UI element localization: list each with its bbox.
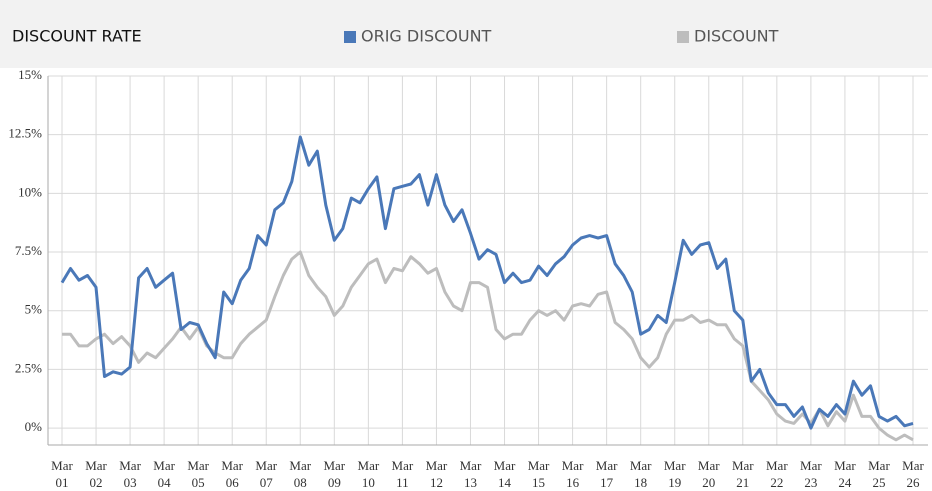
x-tick-label: Mar 03 — [119, 458, 141, 490]
x-tick-label: Mar 14 — [493, 458, 516, 490]
legend-swatch — [344, 31, 356, 43]
x-tick-label: Mar 23 — [800, 458, 822, 490]
x-tick-label: Mar 08 — [289, 458, 312, 490]
legend-label: ORIG DISCOUNT — [361, 27, 492, 46]
x-tick-label: Mar 19 — [663, 458, 686, 490]
y-tick-label: 0% — [25, 419, 43, 434]
x-tick-label: Mar 01 — [51, 458, 73, 490]
y-tick-label: 2.5% — [15, 360, 42, 375]
x-tick-label: Mar 18 — [629, 458, 652, 490]
x-tick-label: Mar 09 — [323, 458, 346, 490]
series-line — [60, 135, 914, 430]
x-tick-label: Mar 17 — [595, 458, 618, 490]
x-tick-label: Mar 25 — [868, 458, 890, 490]
x-tick-label: Mar 04 — [153, 458, 175, 490]
series-line — [62, 250, 914, 442]
legend-swatch — [677, 31, 689, 43]
header-band — [0, 0, 932, 68]
x-tick-label: Mar 05 — [187, 458, 209, 490]
x-tick-label: Mar 26 — [902, 458, 924, 490]
y-tick-label: 12.5% — [8, 126, 42, 141]
x-tick-label: Mar 12 — [425, 458, 448, 490]
x-tick-label: Mar 21 — [731, 458, 754, 490]
y-tick-label: 15% — [18, 67, 42, 82]
legend-label: DISCOUNT — [694, 27, 779, 46]
x-tick-label: Mar 15 — [527, 458, 550, 490]
y-tick-label: 10% — [18, 184, 42, 199]
y-tick-label: 5% — [25, 302, 43, 317]
x-tick-label: Mar 13 — [459, 458, 482, 490]
y-tick-label: 7.5% — [15, 243, 42, 258]
chart-title: DISCOUNT RATE — [12, 27, 142, 46]
x-tick-label: Mar 24 — [834, 458, 856, 490]
x-tick-label: Mar 10 — [357, 458, 380, 490]
x-tick-label: Mar 20 — [697, 458, 720, 490]
x-tick-label: Mar 22 — [765, 458, 788, 490]
x-tick-label: Mar 11 — [391, 458, 414, 490]
x-tick-label: Mar 07 — [255, 458, 278, 490]
x-tick-label: Mar 02 — [85, 458, 107, 490]
x-tick-label: Mar 16 — [561, 458, 584, 490]
x-tick-label: Mar 06 — [221, 458, 244, 490]
